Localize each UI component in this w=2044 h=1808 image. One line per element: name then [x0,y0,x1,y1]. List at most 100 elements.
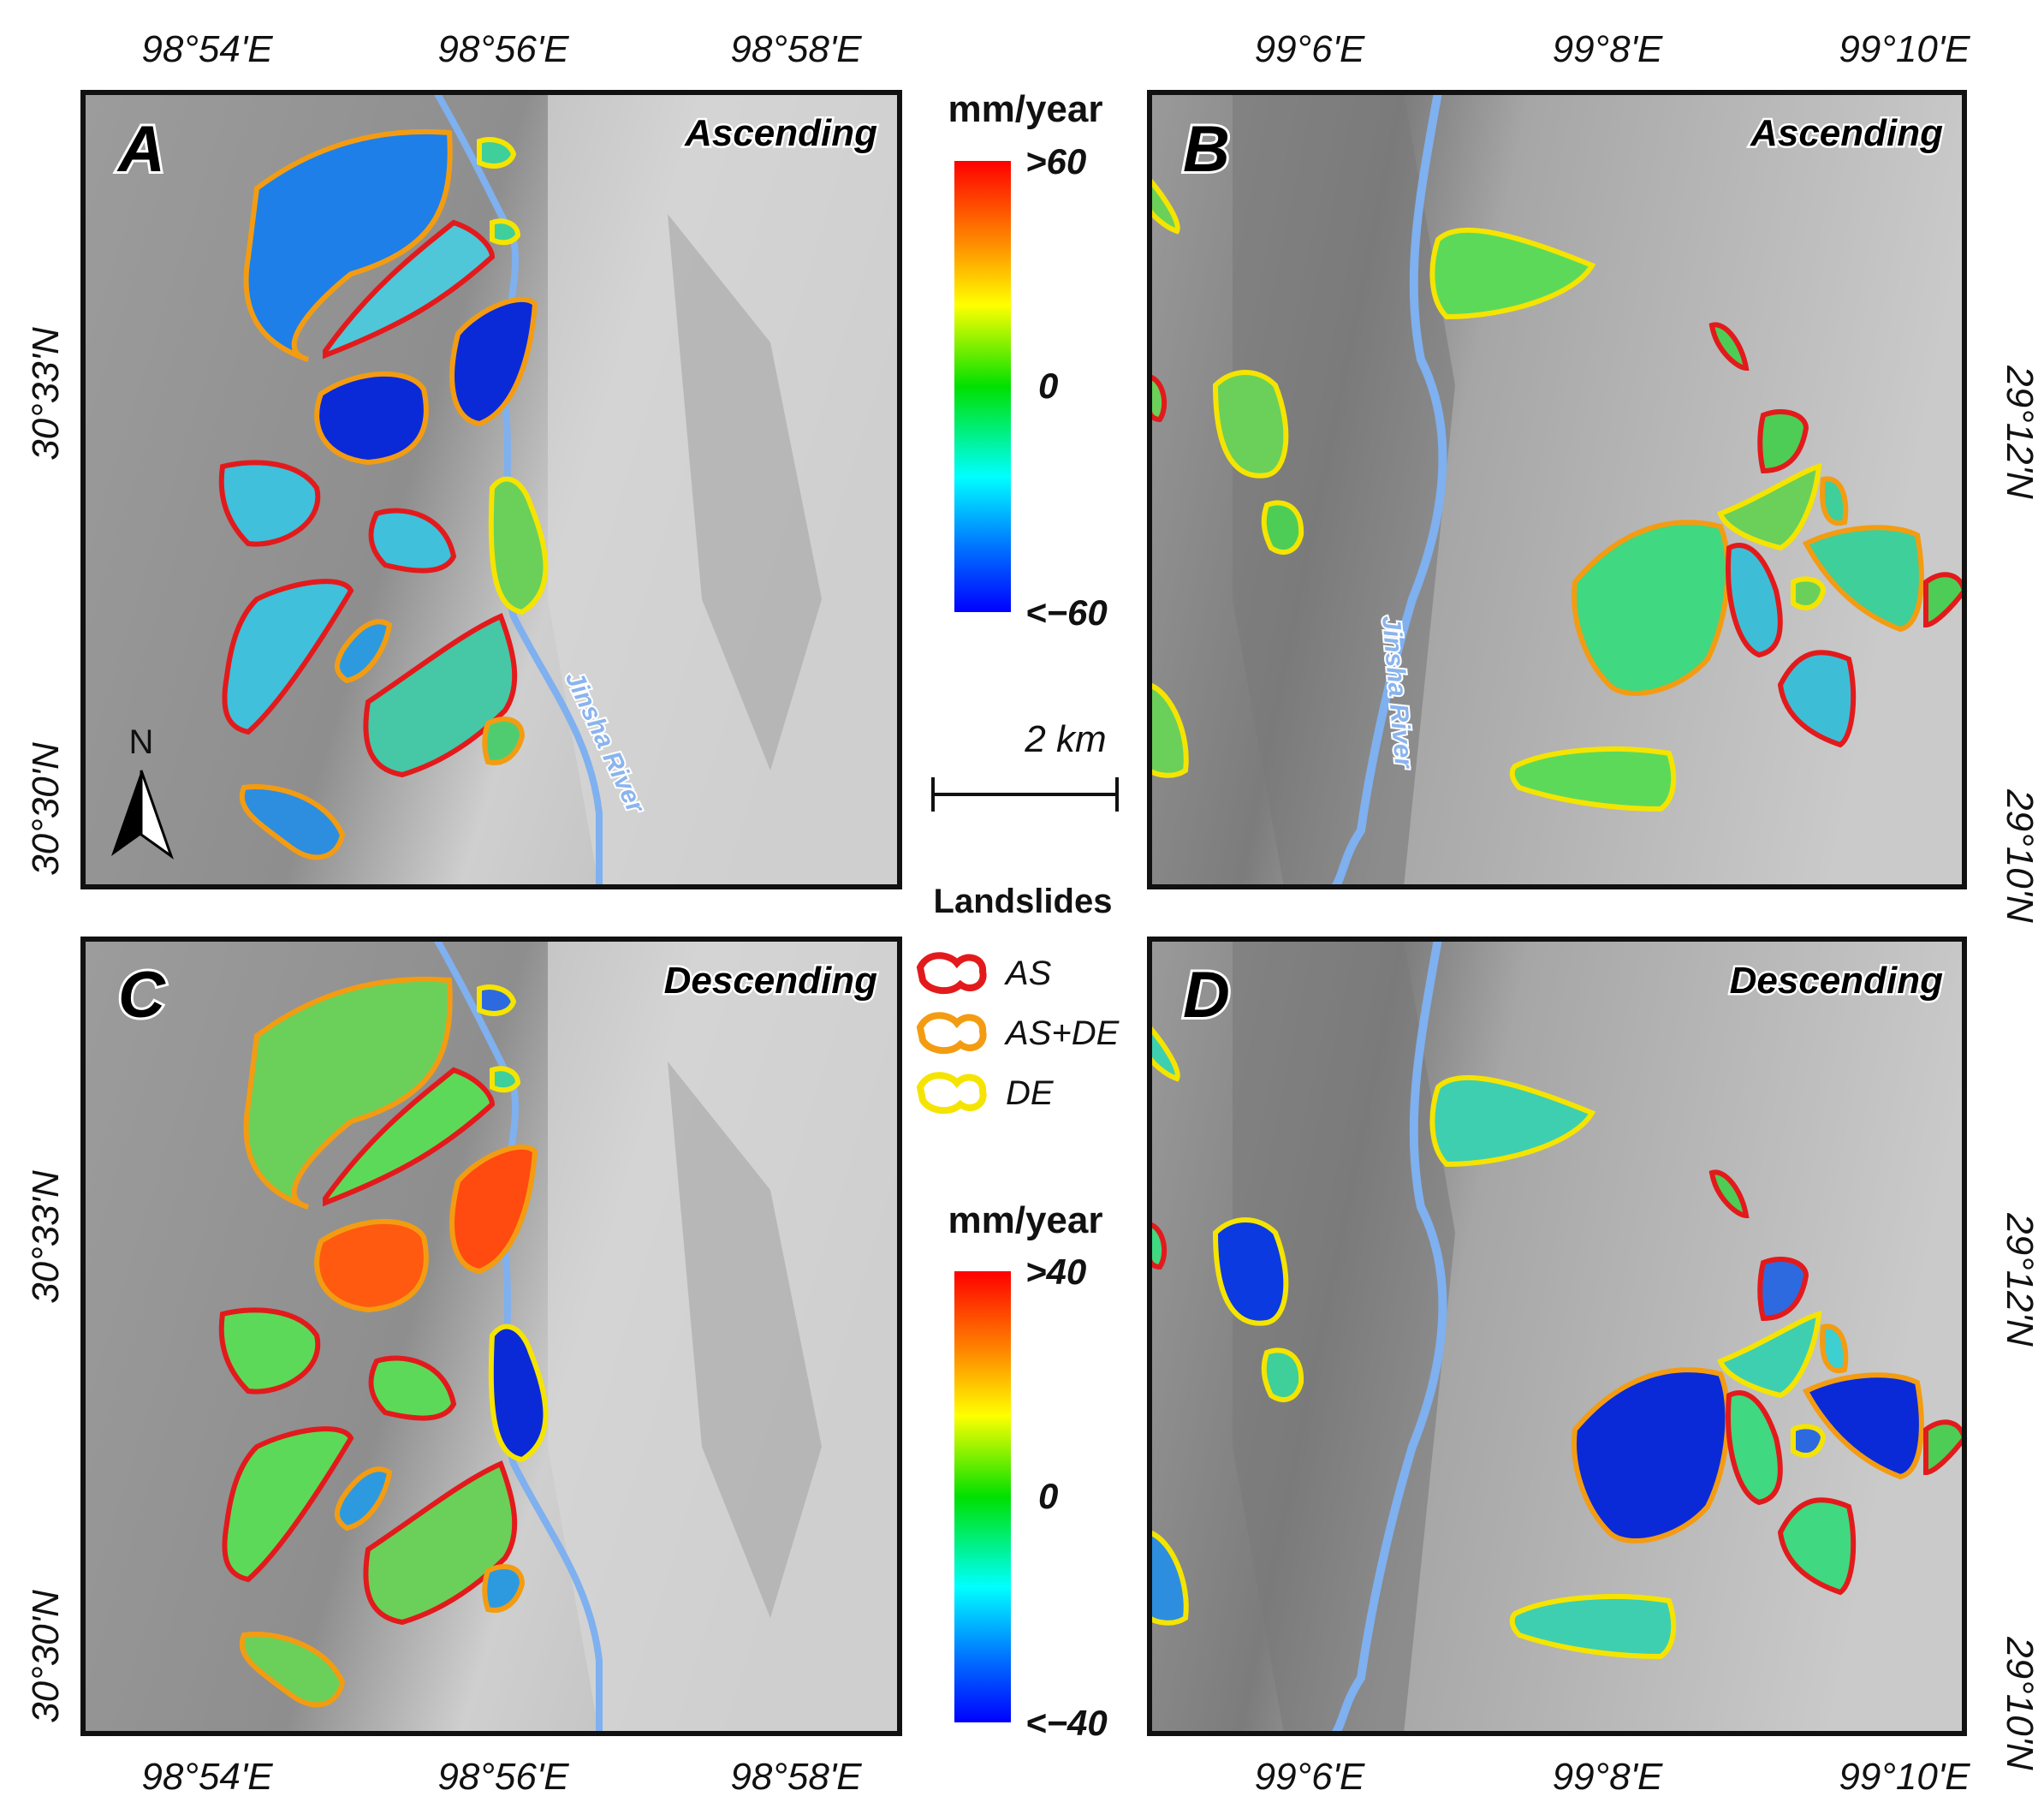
landslide-polygon [1726,543,1783,658]
colorbar-max: >60 [1025,141,1086,181]
colorbar-unit: mm/year [948,88,1102,130]
panel-d: D Descending [1147,937,1968,1736]
panel-c-orbit: Descending [664,960,878,1002]
landslide-polygon [488,1323,549,1463]
landslide-legend: Landslides AS AS+DE DE [916,883,1120,1115]
landslide-polygon [1777,650,1857,748]
landslide-polygon [1791,576,1827,610]
colorbar-descending: mm/year >40 0 <−40 [948,1199,1107,1743]
landslide-polygon [1791,1424,1827,1458]
lon-label: 98°56'E [437,28,569,70]
lon-label: 98°54'E [141,1756,273,1798]
lon-label: 99°8'E [1553,28,1663,70]
lon-label: 99°10'E [1839,1756,1970,1798]
lon-label: 98°58'E [730,1756,862,1798]
colorbar-max: >40 [1025,1252,1086,1292]
landslide-polygon [1708,1169,1750,1219]
landslide-polygon [314,371,429,466]
north-arrow-label: N [129,723,154,761]
landslide-polygon [239,784,346,860]
landslide-polygon [1802,525,1924,633]
landslide-polygon [334,619,393,684]
ridge-shading [1233,939,1455,1734]
landslide-polygon [488,476,549,616]
left-lon-top: 98°54'E 98°56'E 98°58'E [141,28,862,70]
landslide-polygon [482,717,526,765]
lat-label: 30°30'N [25,1590,67,1723]
landslide-polygon [1802,1372,1924,1480]
landslide-polygon [1261,500,1304,555]
panel-b-orbit: Ascending [1750,112,1943,154]
landslide-polygon [368,508,457,574]
landslide-polygon [1147,1528,1189,1626]
jinsha-river [1331,92,1447,889]
landslide-polygon [1212,1217,1289,1326]
landslide-polygon [334,1466,393,1531]
landslide-polygon [1509,746,1677,812]
landslide-polygon [1147,681,1189,778]
lon-label: 98°56'E [437,1756,569,1798]
ridge-shading [668,214,822,770]
lon-label: 98°58'E [730,28,862,70]
panel-d-orbit: Descending [1730,960,1944,1002]
landslide-polygon [239,1632,346,1708]
landslide-polygon [490,1066,521,1093]
landslide-polygon [363,1460,518,1626]
colorbar-ramp [954,1271,1011,1722]
panel-c-frame [80,937,902,1736]
landslide-polygon [368,1355,457,1421]
right-lat-top: 29°12'N 29°10'N [1999,365,2041,923]
panel-b-frame [1147,90,1967,889]
lon-label: 99°6'E [1255,28,1365,70]
jinsha-river [433,937,603,1734]
landslide-polygon [363,612,518,778]
jinsha-river [1331,938,1447,1736]
lon-label: 99°10'E [1839,28,1970,70]
legend-item-as-de: AS+DE [916,1012,1120,1055]
lon-label: 98°54'E [141,28,273,70]
lat-label: 30°30'N [25,742,67,876]
lat-label: 29°10'N [1999,1636,2041,1770]
panel-b-label: B [1183,113,1230,186]
legend-title: Landslides [934,883,1113,920]
landslide-polygon [1429,1074,1596,1168]
panel-c: C Descending [80,937,902,1736]
scale-bar-label: 2 km [1024,718,1106,760]
landslide-polygon [1572,520,1731,696]
panel-d-frame [1147,937,1967,1736]
colorbar-min: <−40 [1025,1703,1108,1743]
ridge-shading [668,1062,822,1618]
landslide-polygon [1708,322,1750,372]
colorbar-ramp [954,161,1011,612]
landslide-polygon [449,1145,538,1275]
landslide-polygon [477,984,517,1016]
landslide-polygon [1820,1323,1849,1374]
colorbar-unit: mm/year [948,1199,1102,1241]
lon-label: 99°6'E [1255,1756,1365,1798]
legend-swatch [916,1072,987,1115]
left-lon-bottom: 98°54'E 98°56'E 98°58'E [141,1756,862,1798]
north-arrow: N [111,723,174,859]
landslide-polygon [1726,1390,1783,1506]
colorbar-mid: 0 [1038,366,1058,406]
legend-swatch [916,1012,987,1055]
landslide-polygon [1717,1311,1822,1399]
colorbar-mid: 0 [1038,1476,1058,1516]
panel-a-frame [80,90,902,889]
scale-bar: 2 km [931,718,1119,812]
panel-b: B Ascending Jinsha River [1147,90,1968,889]
colorbar-min: <−60 [1025,592,1108,633]
landslide-polygon [1757,1257,1809,1322]
panel-c-label: C [118,959,166,1032]
jinsha-river [433,91,603,887]
panel-a-label: A [116,113,165,186]
legend-item-de: DE [916,1072,1055,1115]
landslide-polygon [222,1426,354,1583]
legend-item-as: AS [916,952,1052,995]
landslide-polygon [218,1307,321,1395]
lat-label: 30°33'N [25,1170,67,1304]
landslide-polygon [1757,409,1809,474]
lat-label: 30°33'N [25,327,67,461]
lat-label: 29°12'N [1999,365,2041,499]
panel-a-orbit: Ascending [684,112,877,154]
